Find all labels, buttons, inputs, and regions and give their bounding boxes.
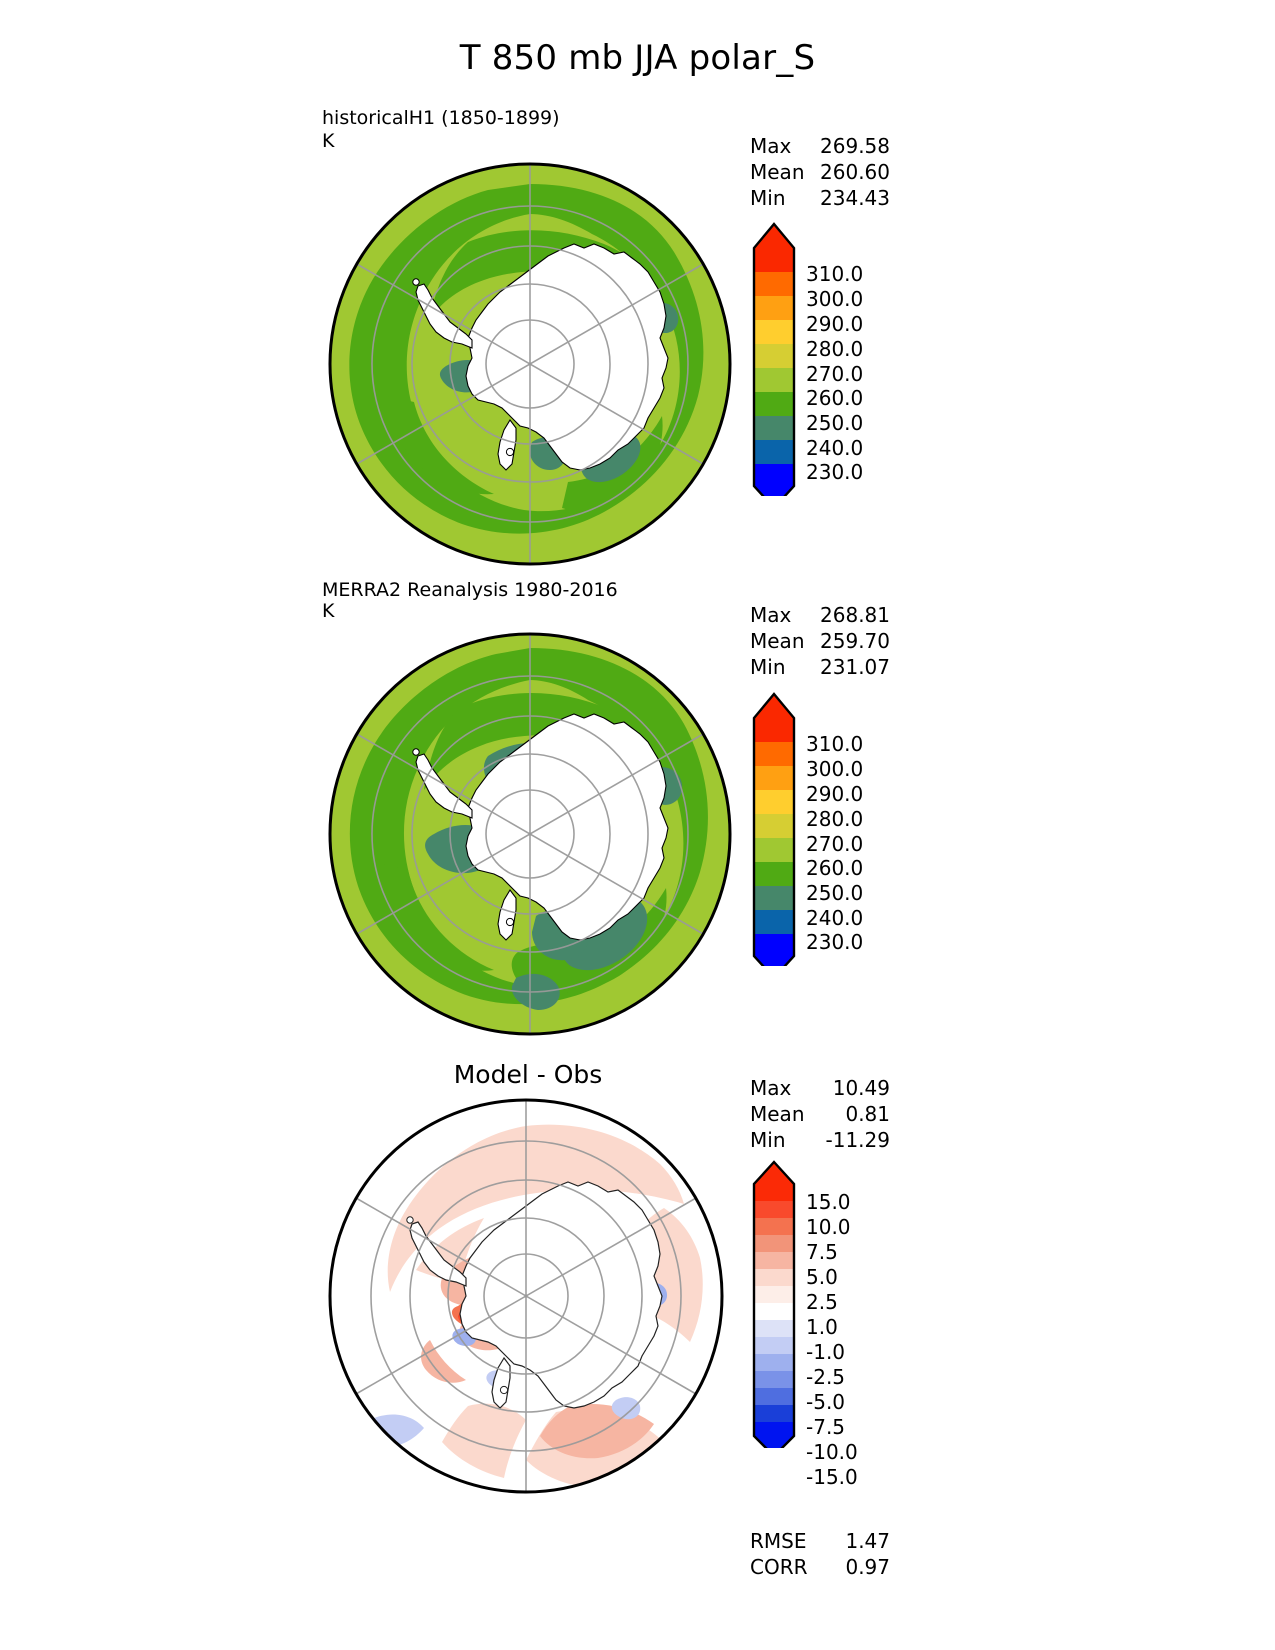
footer-stat-key: CORR [750, 1555, 808, 1579]
cbar-tick: 270.0 [806, 832, 864, 856]
stat-row: Min 234.43 [750, 185, 890, 211]
colorbar-difference-svg [752, 1160, 796, 1448]
stat-key: Max [750, 134, 792, 158]
cbar-tick: -2.5 [806, 1365, 846, 1389]
cbar-tick: -10.0 [806, 1440, 858, 1464]
polar-map-difference [320, 1090, 732, 1502]
panel-model-units: K [322, 130, 335, 152]
cbar-tick: 260.0 [806, 856, 864, 880]
stat-key: Mean [750, 160, 805, 184]
colorbar-obs-svg [752, 692, 796, 966]
panel-obs-label: MERRA2 Reanalysis 1980-2016 [322, 579, 618, 601]
cbar-tick: -7.5 [806, 1415, 846, 1439]
cbar-tick: -15.0 [806, 1465, 858, 1489]
cbar-tick: 250.0 [806, 411, 864, 435]
footer-stat-value: 1.47 [845, 1529, 890, 1553]
cbar-tick: 300.0 [806, 287, 864, 311]
footer-stat-key: RMSE [750, 1529, 807, 1553]
cbar-tick: 7.5 [806, 1240, 838, 1264]
cbar-tick: 240.0 [806, 906, 864, 930]
panel-model-stats: Max 269.58 Mean 260.60 Min 234.43 [750, 133, 890, 211]
cbar-tick: 5.0 [806, 1265, 838, 1289]
cbar-tick: 260.0 [806, 386, 864, 410]
figure-title: T 850 mb JJA polar_S [459, 38, 816, 78]
cbar-tick: 280.0 [806, 337, 864, 361]
stat-row: Max 269.58 [750, 133, 890, 159]
cbar-tick: 2.5 [806, 1290, 838, 1314]
polar-map-obs-svg [328, 632, 732, 1036]
footer-stat-row: RMSE 1.47 [750, 1528, 890, 1554]
cbar-tick: 310.0 [806, 262, 864, 286]
cbar-tick: 250.0 [806, 881, 864, 905]
panel-model-label: historicalH1 (1850-1899) [322, 107, 560, 129]
stat-value: 260.60 [820, 160, 890, 184]
panel-obs-stats: Max 268.81 Mean 259.70 Min 231.07 [750, 602, 890, 680]
panel-difference-footer-stats: RMSE 1.47 CORR 0.97 [750, 1528, 890, 1580]
stat-row: Min -11.29 [750, 1127, 890, 1153]
stat-value: 259.70 [820, 629, 890, 653]
cbar-tick: -1.0 [806, 1340, 846, 1364]
stat-value: 10.49 [832, 1076, 890, 1100]
stat-row: Mean 259.70 [750, 628, 890, 654]
stat-value: 0.81 [845, 1102, 890, 1126]
colorbar-obs: 310.0 300.0 290.0 280.0 270.0 260.0 250.… [750, 688, 863, 966]
cbar-tick: 230.0 [806, 930, 864, 954]
stat-value: 269.58 [820, 134, 890, 158]
cbar-tick: 1.0 [806, 1315, 838, 1339]
polar-map-model-svg [328, 162, 732, 566]
stat-key: Min [750, 1128, 786, 1152]
colorbar-model-svg [752, 222, 796, 496]
stat-row: Max 268.81 [750, 602, 890, 628]
cbar-tick: 300.0 [806, 757, 864, 781]
cbar-tick: 230.0 [806, 460, 864, 484]
cbar-tick: 240.0 [806, 436, 864, 460]
stat-row: Min 231.07 [750, 654, 890, 680]
stat-value: -11.29 [825, 1128, 890, 1152]
stat-row: Mean 260.60 [750, 159, 890, 185]
stat-key: Min [750, 186, 786, 210]
cbar-tick: 15.0 [806, 1190, 851, 1214]
panel-difference-stats: Max 10.49 Mean 0.81 Min -11.29 [750, 1075, 890, 1153]
stat-key: Min [750, 655, 786, 679]
stat-key: Mean [750, 1102, 805, 1126]
stat-key: Max [750, 603, 792, 627]
stat-value: 234.43 [820, 186, 890, 210]
footer-stat-value: 0.97 [845, 1555, 890, 1579]
cbar-tick: 10.0 [806, 1215, 851, 1239]
stat-row: Max 10.49 [750, 1075, 890, 1101]
cbar-tick: 280.0 [806, 807, 864, 831]
panel-difference-title: Model - Obs [453, 1060, 603, 1089]
cbar-tick: 290.0 [806, 782, 864, 806]
cbar-tick: 270.0 [806, 362, 864, 386]
stat-row: Mean 0.81 [750, 1101, 890, 1127]
polar-map-obs [318, 622, 742, 1046]
cbar-tick: 290.0 [806, 312, 864, 336]
footer-stat-row: CORR 0.97 [750, 1554, 890, 1580]
cbar-tick: 310.0 [806, 732, 864, 756]
polar-map-model [318, 152, 742, 576]
stat-key: Mean [750, 629, 805, 653]
stat-key: Max [750, 1076, 792, 1100]
cbar-tick: -5.0 [806, 1390, 846, 1414]
stat-value: 231.07 [820, 655, 890, 679]
colorbar-difference: 15.0 10.0 7.5 5.0 2.5 1.0 -1.0 -2.5 -5.0… [750, 1158, 858, 1487]
polar-map-difference-svg [328, 1098, 724, 1494]
stat-value: 268.81 [820, 603, 890, 627]
panel-obs-units: K [322, 600, 335, 622]
colorbar-model: 310.0 300.0 290.0 280.0 270.0 260.0 250.… [750, 218, 863, 496]
